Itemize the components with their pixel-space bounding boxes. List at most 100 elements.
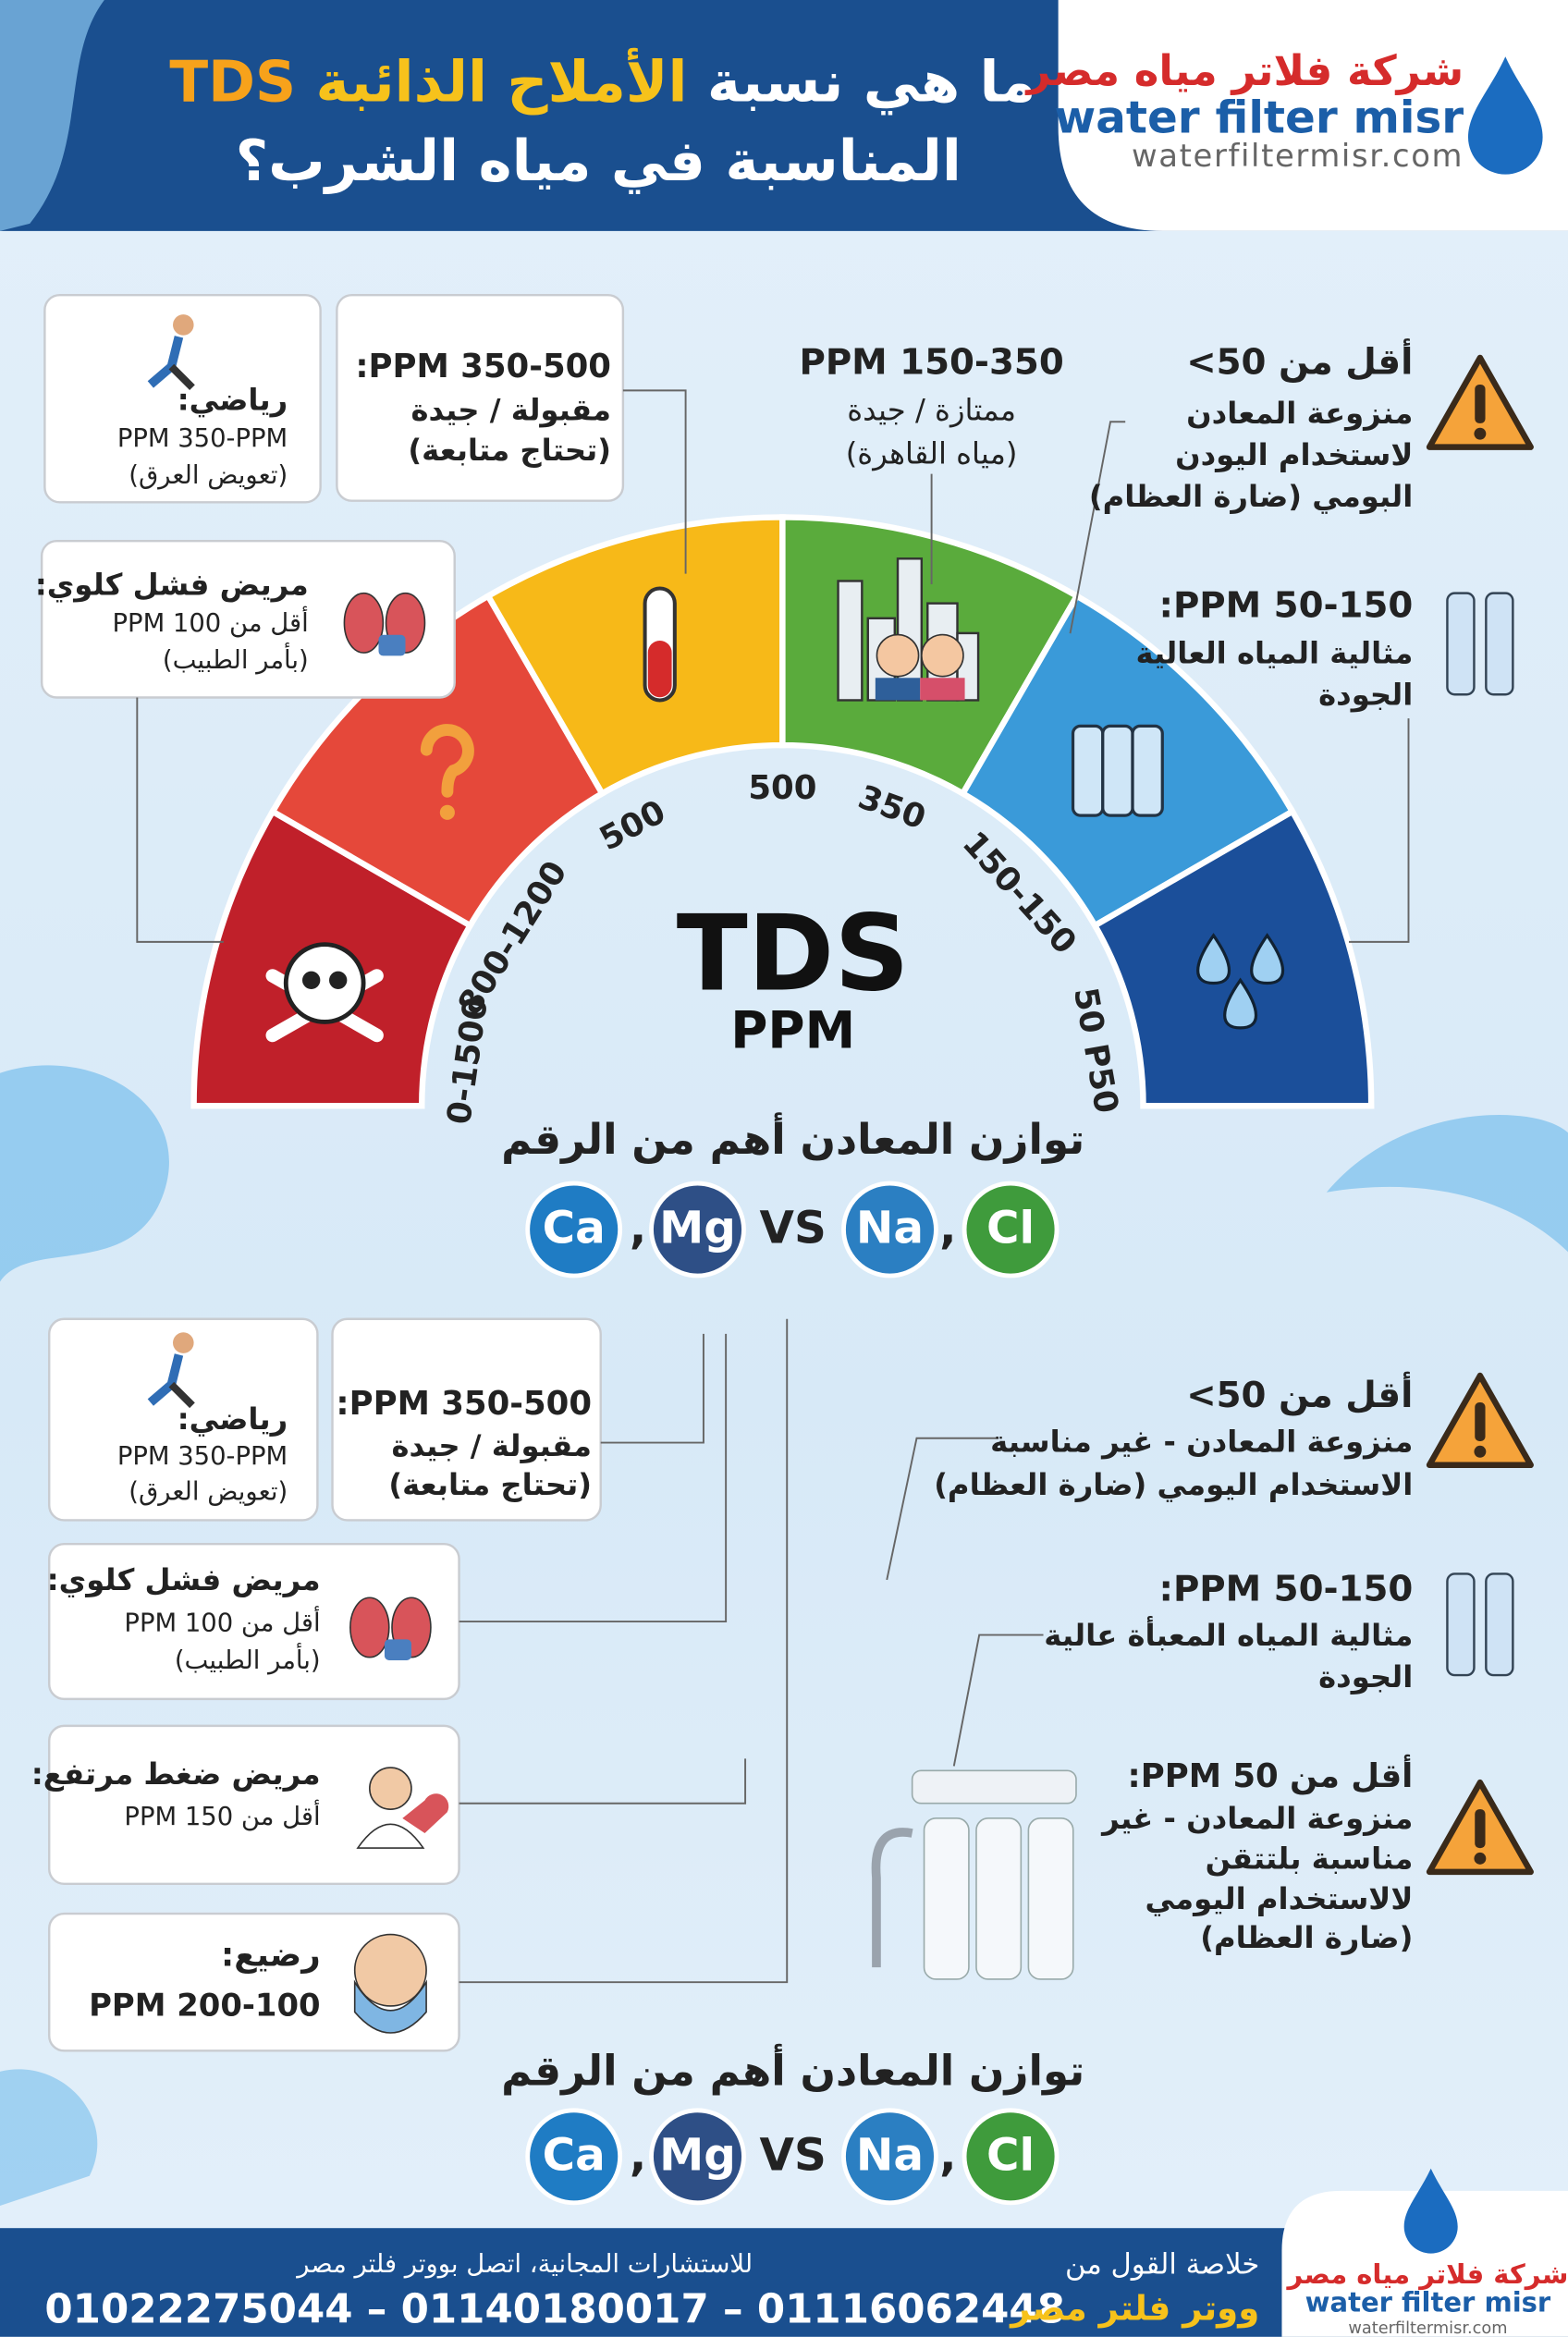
icon <box>1485 592 1514 696</box>
card <box>43 294 322 504</box>
icon <box>402 1793 449 1833</box>
logo-website: waterfiltermisr.com <box>1131 138 1464 174</box>
icon <box>173 314 194 336</box>
line: (مياه القاهرة) <box>845 434 1018 471</box>
element-badge <box>841 2108 938 2206</box>
icon <box>1446 1572 1476 1677</box>
title-part: الأملاح الذائبة <box>296 49 688 116</box>
balance-token: Cl <box>986 2129 1035 2183</box>
element-badge <box>962 1181 1060 1279</box>
icon <box>1027 1817 1074 1980</box>
phone-numbers: 01022275044 – 01140180017 – 01116062448 <box>44 2286 1065 2333</box>
icon <box>378 634 406 656</box>
balance-token: VS <box>759 2129 827 2183</box>
line: مثالية المياه المعبأة عالية <box>1044 1617 1414 1653</box>
icon <box>369 1767 412 1810</box>
line: لالاستخدام اليومي <box>1145 1880 1414 1917</box>
icon <box>975 1817 1023 1980</box>
logo-english: water filter misr <box>1305 2287 1551 2319</box>
connector-line <box>1069 421 1126 634</box>
icon <box>349 1597 390 1658</box>
logo-arabic: شركة فلاتر مياه مصر <box>1026 45 1464 96</box>
line: (بأمر الطبيب) <box>162 645 309 677</box>
icon <box>1131 724 1164 817</box>
balance-token: Ca <box>542 2129 606 2183</box>
icon <box>923 1817 970 1980</box>
icon <box>302 971 321 989</box>
icon <box>837 580 864 702</box>
line: (بأمر الطبيب) <box>174 1646 321 1676</box>
icon <box>875 678 921 701</box>
line: مناسبة بلتتقن <box>1205 1841 1414 1877</box>
balance-token: Mg <box>659 2129 736 2183</box>
connector-line <box>1349 718 1410 943</box>
connector-line <box>886 1437 999 1581</box>
line: أقل من PPM 100 <box>124 1609 321 1639</box>
heading: مريض فشل كلوي: <box>46 1561 321 1598</box>
heading: 150-350 PPM <box>799 341 1064 384</box>
icon <box>329 971 348 989</box>
card <box>40 540 456 699</box>
card <box>47 1724 460 1885</box>
icon <box>173 1332 194 1353</box>
line: (ضارة العظام) <box>1200 1919 1414 1956</box>
logo-drop <box>1467 56 1543 175</box>
title-line-1: ما هي نسبة الأملاح الذائبة TDS <box>169 54 1035 110</box>
icon <box>1485 1572 1514 1677</box>
logo-drop <box>1403 2168 1458 2254</box>
element-badge <box>525 2108 623 2206</box>
icon <box>353 1979 427 2034</box>
footer-logo-panel <box>1281 2190 1568 2337</box>
balance-token: , <box>629 1203 647 1255</box>
connector-line <box>136 697 224 943</box>
header-wave <box>0 0 104 231</box>
icon <box>1474 1852 1487 1865</box>
wave <box>0 1065 169 1282</box>
icon <box>1250 933 1285 985</box>
icon <box>920 678 965 701</box>
line: البومي (ضارة العظام) <box>1088 478 1414 515</box>
line: منزوعة المعادن - غير مناسبة <box>990 1423 1414 1460</box>
heading: 350-500 PPM: <box>355 349 611 386</box>
icon <box>871 1828 913 1968</box>
line: PPM 200-100 <box>89 1987 321 2024</box>
connector-line <box>622 389 687 574</box>
icon <box>1071 724 1105 817</box>
connector-line <box>600 1333 704 1444</box>
heading: رياضي: <box>177 1401 288 1438</box>
icon <box>1475 1809 1486 1849</box>
icon <box>1446 592 1476 696</box>
line: أقل من PPM 150 <box>124 1802 321 1833</box>
icon <box>353 1933 427 2007</box>
heading: رضيع: <box>221 1937 321 1976</box>
summary-brand: ووتر فلتر مصر <box>1011 2290 1260 2330</box>
icon <box>420 724 474 798</box>
gauge-label: 500 <box>748 770 817 808</box>
line: مقبولة / جيدة <box>391 1427 593 1464</box>
balance-token: Cl <box>986 1203 1035 1255</box>
line: (تحتاج متابعة) <box>388 1466 593 1503</box>
gauge-segment <box>1090 807 1375 1109</box>
gauge-title: TDS <box>676 892 910 1015</box>
line: الجودة <box>1318 1658 1414 1695</box>
icon <box>647 640 672 698</box>
line: مقبولة / جيدة <box>410 392 611 428</box>
icon <box>1196 933 1231 985</box>
line: الاستخدام اليومي (ضارة العظام) <box>934 1466 1414 1503</box>
icon <box>439 804 455 820</box>
card <box>47 1317 319 1522</box>
icon <box>343 592 385 654</box>
connector-line <box>459 1758 747 1805</box>
title-line-2: المناسبة في مياه الشرب؟ <box>235 128 962 194</box>
icon <box>911 1769 1077 1805</box>
icon <box>356 1823 425 1849</box>
heading: أقل من 50> <box>1186 341 1414 384</box>
icon <box>876 633 920 678</box>
balance-token: Na <box>855 2129 925 2183</box>
line: PPM 350-PPM <box>116 1441 288 1473</box>
balance-token: Ca <box>542 1203 606 1255</box>
line: الجودة <box>1318 676 1414 713</box>
line: (تعويض العرق) <box>129 1477 288 1508</box>
